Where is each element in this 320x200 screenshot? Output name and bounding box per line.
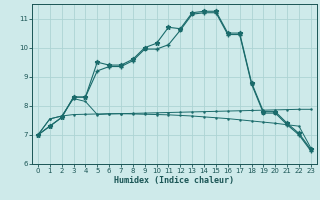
X-axis label: Humidex (Indice chaleur): Humidex (Indice chaleur) <box>115 176 234 185</box>
